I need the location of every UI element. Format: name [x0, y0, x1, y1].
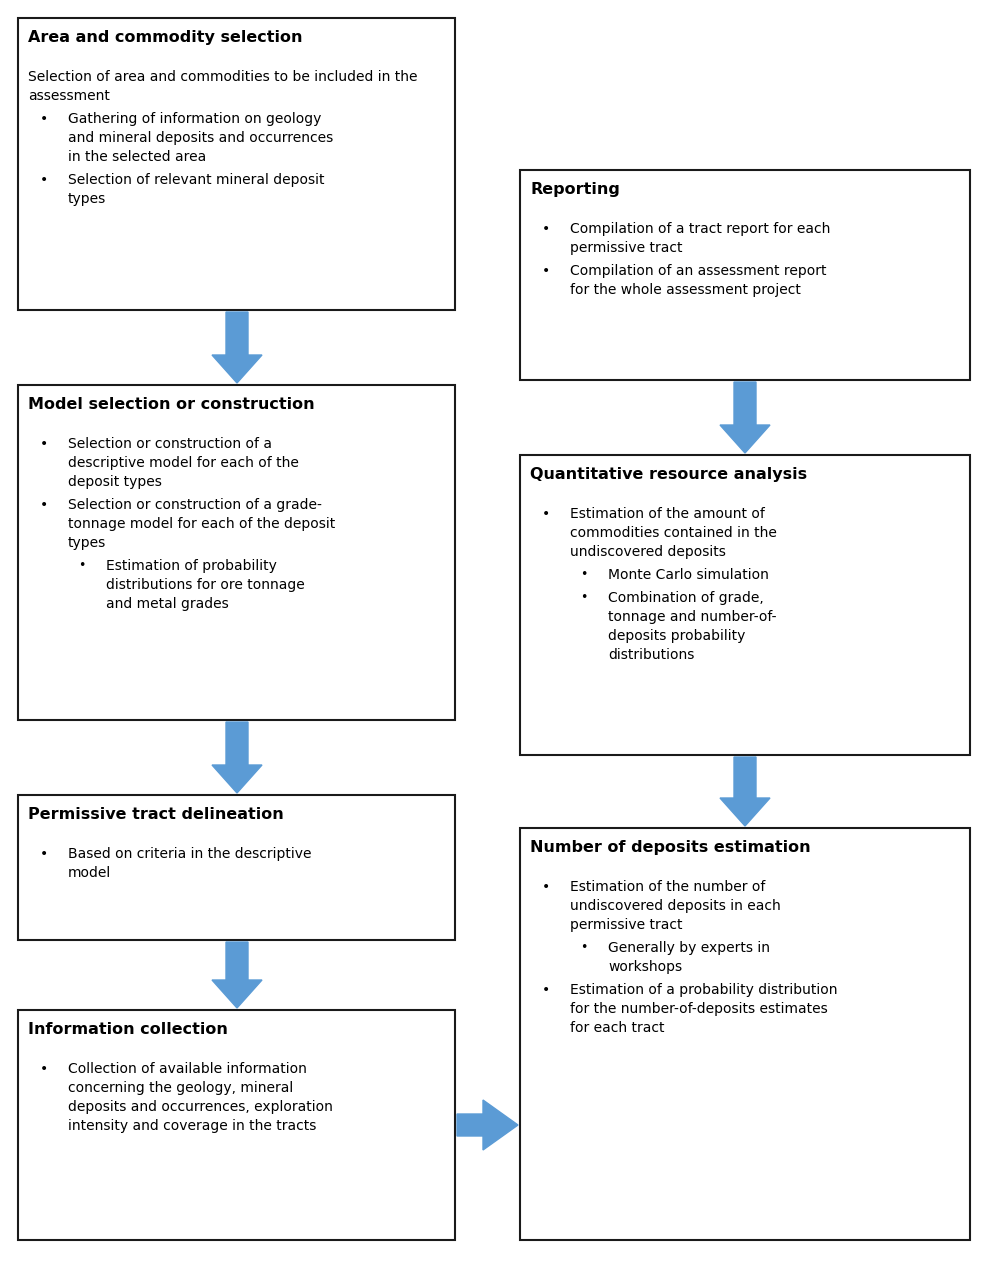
Text: commodities contained in the: commodities contained in the	[570, 526, 777, 540]
Text: descriptive model for each of the: descriptive model for each of the	[68, 456, 299, 469]
FancyArrow shape	[212, 722, 262, 793]
FancyArrow shape	[720, 757, 770, 827]
Text: intensity and coverage in the tracts: intensity and coverage in the tracts	[68, 1119, 316, 1133]
Text: •: •	[542, 507, 550, 521]
Text: distributions for ore tonnage: distributions for ore tonnage	[106, 578, 305, 592]
Text: Gathering of information on geology: Gathering of information on geology	[68, 112, 321, 126]
Text: types: types	[68, 536, 106, 550]
Text: •: •	[580, 568, 587, 581]
Text: Generally by experts in: Generally by experts in	[608, 941, 770, 955]
Text: permissive tract: permissive tract	[570, 917, 682, 933]
Text: Monte Carlo simulation: Monte Carlo simulation	[608, 568, 769, 582]
FancyArrow shape	[212, 312, 262, 382]
Text: •: •	[40, 847, 48, 861]
Text: tonnage and number-of-: tonnage and number-of-	[608, 610, 776, 623]
Text: Based on criteria in the descriptive: Based on criteria in the descriptive	[68, 847, 312, 861]
Text: •: •	[40, 112, 48, 126]
Text: Selection or construction of a: Selection or construction of a	[68, 437, 272, 451]
Text: Number of deposits estimation: Number of deposits estimation	[530, 840, 811, 854]
Text: Estimation of a probability distribution: Estimation of a probability distribution	[570, 983, 838, 997]
FancyBboxPatch shape	[18, 385, 455, 721]
FancyBboxPatch shape	[18, 795, 455, 940]
Text: deposits and occurrences, exploration: deposits and occurrences, exploration	[68, 1100, 333, 1114]
Text: •: •	[78, 559, 85, 572]
Text: and mineral deposits and occurrences: and mineral deposits and occurrences	[68, 131, 333, 145]
Text: Selection of relevant mineral deposit: Selection of relevant mineral deposit	[68, 173, 324, 187]
Text: Estimation of the number of: Estimation of the number of	[570, 880, 765, 893]
Text: deposit types: deposit types	[68, 475, 162, 488]
Text: Combination of grade,: Combination of grade,	[608, 591, 764, 604]
Text: Collection of available information: Collection of available information	[68, 1063, 307, 1076]
FancyArrow shape	[212, 941, 262, 1008]
Text: Selection or construction of a grade-: Selection or construction of a grade-	[68, 498, 322, 512]
Text: concerning the geology, mineral: concerning the geology, mineral	[68, 1082, 293, 1095]
Text: for the whole assessment project: for the whole assessment project	[570, 283, 801, 297]
Text: workshops: workshops	[608, 960, 682, 974]
Text: •: •	[542, 222, 550, 236]
Text: •: •	[40, 437, 48, 451]
Text: Information collection: Information collection	[28, 1022, 228, 1037]
Text: Compilation of a tract report for each: Compilation of a tract report for each	[570, 222, 830, 236]
Text: Area and commodity selection: Area and commodity selection	[28, 30, 302, 45]
Text: types: types	[68, 192, 106, 206]
Text: deposits probability: deposits probability	[608, 628, 745, 644]
Text: •: •	[40, 173, 48, 187]
Text: •: •	[40, 1063, 48, 1076]
Text: for each tract: for each tract	[570, 1021, 664, 1035]
Text: tonnage model for each of the deposit: tonnage model for each of the deposit	[68, 517, 335, 531]
FancyArrow shape	[720, 382, 770, 453]
FancyBboxPatch shape	[18, 1010, 455, 1241]
Text: distributions: distributions	[608, 647, 694, 663]
Text: •: •	[542, 983, 550, 997]
Text: in the selected area: in the selected area	[68, 150, 206, 164]
FancyBboxPatch shape	[18, 18, 455, 310]
Text: model: model	[68, 866, 111, 880]
Text: •: •	[40, 498, 48, 512]
Text: for the number-of-deposits estimates: for the number-of-deposits estimates	[570, 1002, 828, 1016]
Text: undiscovered deposits in each: undiscovered deposits in each	[570, 899, 781, 912]
Text: •: •	[542, 264, 550, 278]
Text: Permissive tract delineation: Permissive tract delineation	[28, 806, 284, 822]
Text: Estimation of probability: Estimation of probability	[106, 559, 277, 573]
FancyBboxPatch shape	[520, 828, 970, 1241]
Text: Reporting: Reporting	[530, 182, 620, 197]
Text: •: •	[580, 941, 587, 954]
FancyArrow shape	[457, 1100, 518, 1150]
Text: •: •	[580, 591, 587, 604]
Text: Selection of area and commodities to be included in the: Selection of area and commodities to be …	[28, 69, 418, 85]
Text: Compilation of an assessment report: Compilation of an assessment report	[570, 264, 826, 278]
FancyBboxPatch shape	[520, 170, 970, 380]
Text: •: •	[542, 880, 550, 893]
Text: undiscovered deposits: undiscovered deposits	[570, 545, 726, 559]
Text: assessment: assessment	[28, 90, 110, 103]
Text: and metal grades: and metal grades	[106, 597, 229, 611]
Text: Model selection or construction: Model selection or construction	[28, 398, 315, 411]
FancyBboxPatch shape	[520, 456, 970, 755]
Text: permissive tract: permissive tract	[570, 241, 682, 255]
Text: Quantitative resource analysis: Quantitative resource analysis	[530, 467, 807, 482]
Text: Estimation of the amount of: Estimation of the amount of	[570, 507, 765, 521]
